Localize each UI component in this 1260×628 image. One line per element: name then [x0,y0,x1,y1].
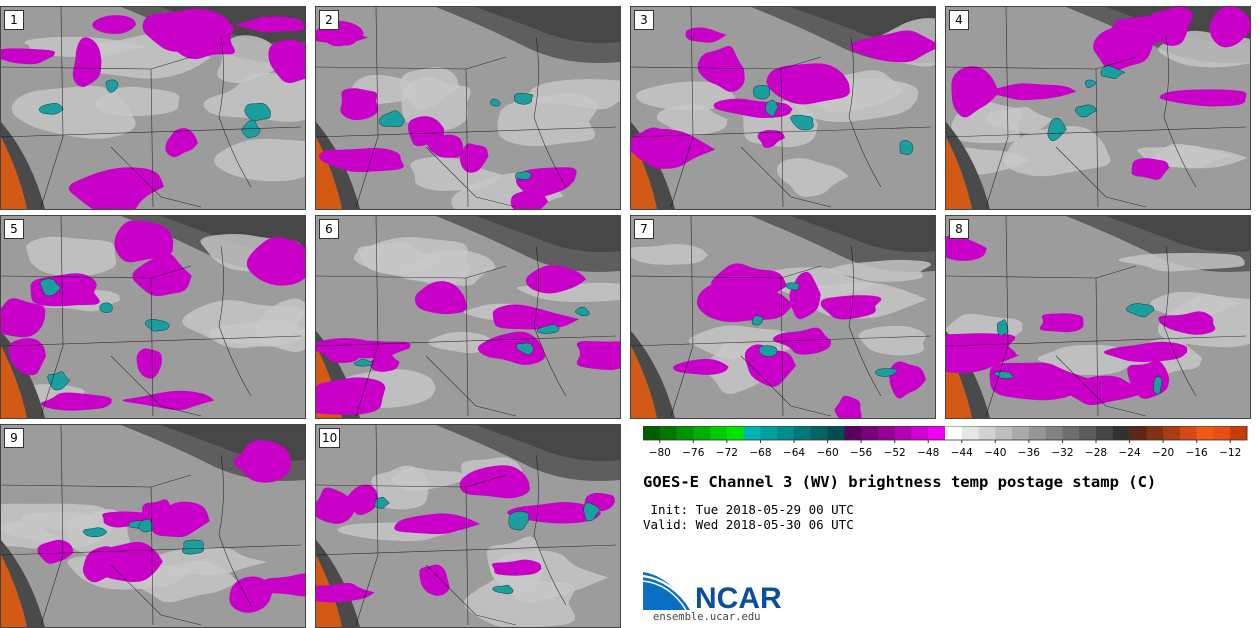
panel-number-label: 3 [634,10,654,30]
colorbar-swatch [659,426,677,440]
chart-title: GOES-E Channel 3 (WV) brightness temp po… [643,473,1157,491]
colorbar-swatch [710,426,728,440]
panel-number-label: 10 [319,428,341,448]
colorbar-swatch [1146,426,1164,440]
colorbar-swatch [760,426,778,440]
colorbar-swatch [961,426,979,440]
colorbar-tick-label: −52 [884,447,906,459]
panel-number-label: 9 [4,428,24,448]
init-time: Init: Tue 2018-05-29 00 UTC [643,502,854,517]
colorbar-swatch [877,426,896,440]
colorbar-tick-label: −48 [917,447,939,459]
colorbar-swatch [1163,426,1181,440]
valid-time: Valid: Wed 2018-05-30 06 UTC [643,517,854,532]
colorbar-tick-label: −72 [716,447,738,459]
colorbar-swatch [978,426,996,440]
colorbar-swatch [827,426,845,440]
colorbar-tick-label: −76 [682,447,704,459]
colorbar-swatch [1079,426,1097,440]
colorbar-swatch [1213,426,1231,440]
colorbar-swatch [1045,426,1063,440]
colorbar-tick-label: −36 [1018,447,1040,459]
colorbar-swatch [1230,426,1248,440]
colorbar-swatch [844,426,862,440]
colorbar-tick-label: −24 [1118,447,1140,459]
colorbar-swatch [1112,426,1130,440]
postage-stamp-panel: 8 [945,215,1251,419]
colorbar-swatch [693,426,711,440]
colorbar-tick-label: −32 [1051,447,1073,459]
colorbar-swatch [726,426,745,440]
postage-stamp-panel: 9 [0,424,306,628]
panel-number-label: 1 [4,10,24,30]
colorbar-frame [643,426,1248,441]
postage-stamp-panel: 1 [0,6,306,210]
colorbar-tick-label: −20 [1152,447,1174,459]
colorbar-swatch [1012,426,1030,440]
colorbar-swatch [1179,426,1198,440]
ncar-logo-text: NCAR [695,582,782,614]
colorbar-tick-label: −44 [951,447,973,459]
colorbar-tick-label: −60 [816,447,838,459]
colorbar-swatch [945,426,963,440]
colorbar-swatch [743,426,761,440]
colorbar-swatch [928,426,946,440]
colorbar-tick-label: −28 [1085,447,1107,459]
colorbar-swatch [643,426,661,440]
colorbar-swatch [1196,426,1214,440]
colorbar-swatch [676,426,694,440]
colorbar: −80 −76 −72 −68 −64 −60 −56 −52 −48 −44 −40 −36 −32−… [643,426,1248,459]
ncar-logo: NCAR [642,572,782,614]
colorbar-swatch [995,426,1013,440]
colorbar-swatch [777,426,795,440]
colorbar-swatch [810,426,828,440]
postage-stamp-panel: 3 [630,6,936,210]
colorbar-swatch [894,426,912,440]
panel-number-label: 7 [634,219,654,239]
colorbar-swatch [911,426,929,440]
postage-stamp-panel: 7 [630,215,936,419]
postage-stamp-panel: 2 [315,6,621,210]
colorbar-tick-label: −12 [1219,447,1241,459]
postage-stamp-panel: 4 [945,6,1251,210]
colorbar-swatch [1028,426,1047,440]
colorbar-swatch [794,426,812,440]
colorbar-tick-label: −64 [783,447,805,459]
colorbar-swatch [1129,426,1147,440]
logo-url: ensemble.ucar.edu [653,611,761,623]
postage-stamp-panel: 5 [0,215,306,419]
panel-number-label: 4 [949,10,969,30]
colorbar-tick-label: −68 [749,447,771,459]
colorbar-tick-label: −80 [649,447,671,459]
panel-number-label: 8 [949,219,969,239]
panel-number-label: 2 [319,10,339,30]
colorbar-swatch [861,426,879,440]
colorbar-tick-label: −16 [1186,447,1208,459]
postage-stamp-panel: 10 [315,424,621,628]
panel-number-label: 5 [4,219,24,239]
colorbar-swatch [1062,426,1080,440]
colorbar-tick-label: −40 [984,447,1006,459]
colorbar-tick-label: −56 [850,447,872,459]
panel-number-label: 6 [319,219,339,239]
postage-stamp-panel: 6 [315,215,621,419]
colorbar-swatch [1096,426,1114,440]
